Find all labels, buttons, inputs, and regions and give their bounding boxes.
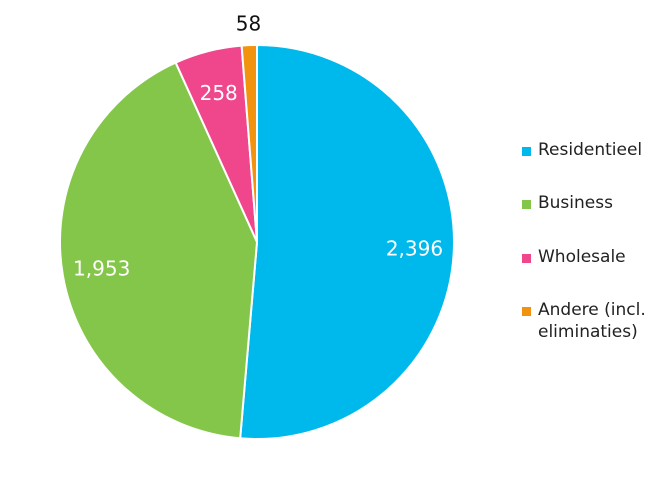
pie-slice-andere	[240, 43, 258, 243]
legend-swatch-residentieel	[522, 147, 531, 156]
legend-swatch-andere	[522, 307, 531, 316]
data-label-wholesale: 258	[200, 81, 238, 105]
pie-slice-residentieel	[239, 43, 455, 440]
data-label-business: 1,953	[73, 257, 130, 281]
legend-swatch-business	[522, 200, 531, 209]
legend-label-business: Business	[538, 193, 613, 213]
data-label-residentieel: 2,396	[386, 237, 443, 261]
legend-swatch-wholesale	[522, 254, 531, 263]
data-label-andere: 58	[236, 11, 261, 35]
pie-slice-business	[59, 61, 259, 440]
legend-label-residentieel: Residentieel	[538, 140, 643, 160]
legend-label-wholesale: Wholesale	[538, 247, 626, 267]
legend-label-andere: Andere (incl. eliminaties)	[538, 300, 646, 342]
